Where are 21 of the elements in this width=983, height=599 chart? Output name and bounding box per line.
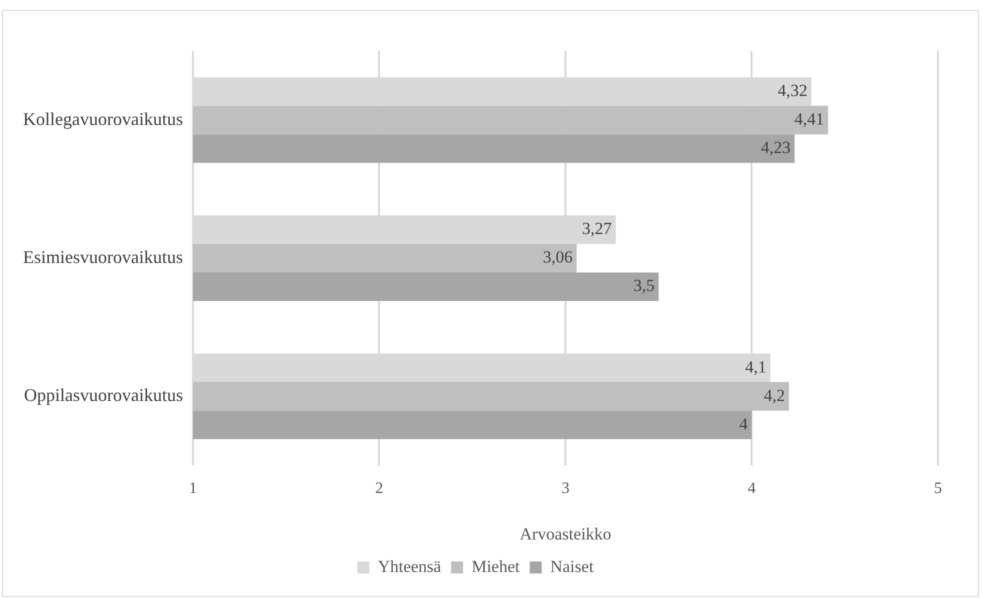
x-tick-label: 4 xyxy=(748,480,756,498)
x-tick-label: 5 xyxy=(934,480,942,498)
data-label: 4,32 xyxy=(778,80,808,100)
legend-label: Yhteensä xyxy=(378,556,442,576)
data-label: 4,23 xyxy=(760,138,791,158)
y-tick-label: Kollegavuorovaikutus xyxy=(23,108,183,129)
y-tick-label: Esimiesvuorovaikutus xyxy=(22,246,183,267)
y-tick-label: Oppilasvuorovaikutus xyxy=(24,385,183,406)
x-axis-title: Arvoasteikko xyxy=(520,524,612,544)
data-label: 4,2 xyxy=(764,386,785,405)
x-tick-label: 2 xyxy=(375,480,384,498)
x-tick-label: 1 xyxy=(188,480,197,498)
data-label: 3,06 xyxy=(542,248,573,267)
data-label: 3,27 xyxy=(582,219,612,238)
legend-label: Naiset xyxy=(550,556,594,576)
data-label: 4,1 xyxy=(745,357,766,376)
data-label: 3,5 xyxy=(633,276,655,296)
x-tick-label: 3 xyxy=(561,480,570,498)
data-label: 4 xyxy=(739,414,748,434)
data-label: 4,41 xyxy=(794,110,824,129)
legend-label: Miehet xyxy=(472,556,520,576)
